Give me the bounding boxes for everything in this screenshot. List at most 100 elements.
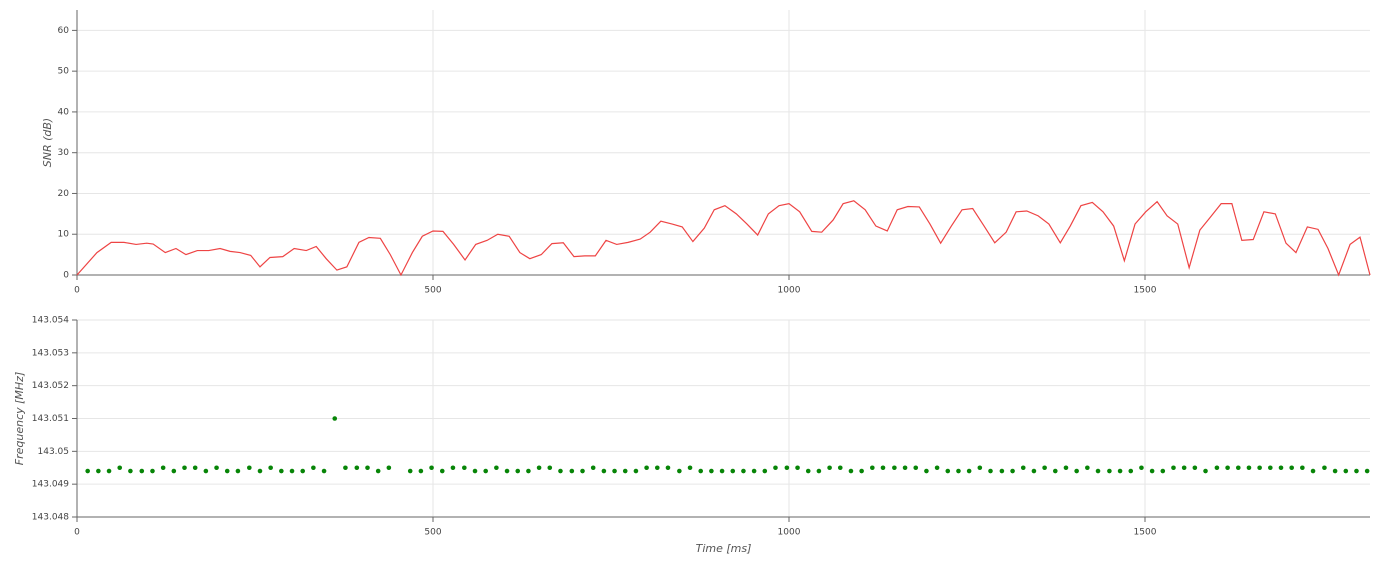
frequency-point — [1052, 468, 1058, 474]
y-tick-label: 20 — [58, 189, 70, 199]
frequency-point — [558, 468, 563, 474]
frequency-point — [1095, 468, 1101, 474]
y-tick-label: 50 — [58, 67, 70, 77]
frequency-point — [870, 465, 875, 471]
frequency-point — [677, 468, 682, 474]
frequency-point — [96, 468, 101, 474]
frequency-point — [429, 465, 434, 471]
frequency-point — [1063, 465, 1069, 471]
snr-line — [76, 200, 1371, 277]
y-axis-title: Frequency [MHz] — [13, 372, 26, 465]
frequency-point — [257, 468, 263, 474]
frequency-point — [450, 465, 456, 471]
frequency-point — [999, 468, 1005, 474]
frequency-point — [235, 468, 241, 474]
x-axis-title: Time [ms] — [696, 542, 752, 555]
frequency-point — [827, 465, 832, 471]
y-tick-label: 143.048 — [32, 513, 69, 523]
frequency-point — [1149, 468, 1155, 474]
frequency-point — [1225, 465, 1230, 471]
y-tick-label: 0 — [63, 271, 69, 281]
y-tick-label: 143.05 — [38, 447, 70, 457]
frequency-point — [1214, 465, 1220, 471]
frequency-point — [644, 465, 649, 471]
frequency-point — [741, 468, 746, 474]
frequency-point — [171, 468, 177, 474]
frequency-point — [117, 465, 123, 471]
frequency-point — [150, 468, 155, 474]
frequency-point — [418, 468, 424, 474]
frequency-point — [902, 465, 908, 471]
frequency-point — [1278, 465, 1284, 471]
frequency-point — [300, 468, 306, 474]
y-tick-label: 30 — [58, 148, 70, 158]
frequency-point — [784, 465, 790, 471]
x-tick-label: 1000 — [778, 286, 801, 296]
frequency-point — [1322, 465, 1327, 471]
frequency-point — [343, 465, 348, 471]
y-tick-label: 40 — [58, 107, 70, 117]
frequency-point — [988, 468, 993, 474]
frequency-point — [268, 465, 273, 471]
frequency-point — [462, 465, 467, 471]
frequency-point — [375, 468, 381, 474]
frequency-point — [1031, 468, 1037, 474]
frequency-point — [1085, 465, 1090, 471]
frequency-point — [1354, 468, 1359, 474]
frequency-point — [795, 465, 800, 471]
frequency-point — [106, 468, 112, 474]
frequency-point — [279, 468, 284, 474]
frequency-point — [1343, 468, 1349, 474]
frequency-point — [612, 468, 617, 474]
frequency-point — [1268, 465, 1273, 471]
frequency-point — [1181, 465, 1187, 471]
frequency-point — [1310, 468, 1316, 474]
frequency-point — [1020, 465, 1026, 471]
frequency-point — [526, 468, 531, 474]
frequency-point — [773, 465, 778, 471]
frequency-point — [956, 468, 961, 474]
frequency-point — [580, 468, 585, 474]
frequency-point — [1160, 468, 1166, 474]
frequency-point — [214, 465, 219, 471]
frequency-point — [494, 465, 499, 471]
y-tick-label: 143.054 — [32, 316, 69, 326]
frequency-point — [203, 468, 209, 474]
frequency-point — [1042, 465, 1047, 471]
frequency-point — [182, 465, 187, 471]
frequency-point — [311, 465, 316, 471]
frequency-point — [1289, 465, 1294, 471]
frequency-point — [1192, 465, 1198, 471]
frequency-point — [504, 468, 510, 474]
frequency-point — [547, 465, 553, 471]
frequency-point — [805, 468, 811, 474]
frequency-point — [192, 465, 198, 471]
frequency-point — [977, 465, 983, 471]
frequency-point — [816, 468, 822, 474]
frequency-point — [601, 468, 607, 474]
y-tick-label: 10 — [58, 230, 70, 240]
frequency-point — [1235, 465, 1241, 471]
y-tick-label: 60 — [58, 26, 70, 36]
frequency-point — [762, 468, 768, 474]
x-tick-label: 0 — [74, 528, 80, 538]
frequency-point — [472, 468, 478, 474]
y-tick-label: 143.049 — [32, 480, 69, 490]
frequency-point — [622, 468, 628, 474]
frequency-point — [483, 468, 488, 474]
x-tick-label: 1500 — [1134, 286, 1157, 296]
frequency-point — [247, 465, 252, 471]
frequency-point — [160, 465, 166, 471]
frequency-point — [687, 465, 693, 471]
frequency-point — [654, 465, 660, 471]
frequency-point — [1117, 468, 1123, 474]
x-tick-label: 500 — [424, 528, 441, 538]
frequency-point — [1257, 465, 1262, 471]
frequency-point — [730, 468, 736, 474]
frequency-point — [407, 468, 413, 474]
frequency-point — [945, 468, 951, 474]
frequency-point — [224, 468, 230, 474]
y-tick-label: 143.053 — [32, 348, 69, 358]
